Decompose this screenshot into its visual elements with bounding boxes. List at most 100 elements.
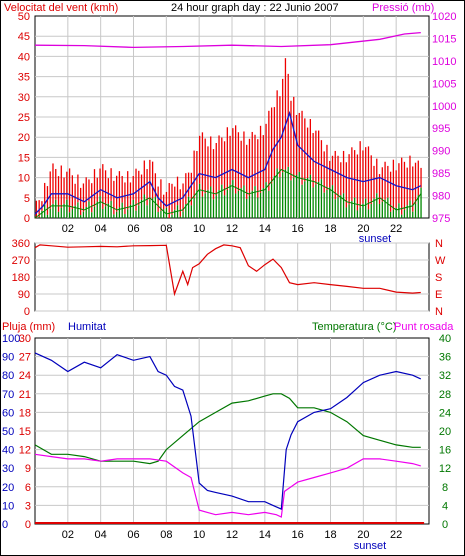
wind-y-tick-0: 0 [24,213,30,225]
temp-x-tick-12: 12 [226,529,238,541]
temp-x-tick-08: 08 [160,529,172,541]
rain-y-tick-12: 12 [19,445,31,457]
temp-x-tick-20: 20 [357,529,369,541]
wind-x-tick-04: 04 [95,223,107,235]
wind-x-tick-02: 02 [62,223,74,235]
temp-y-tick-36: 36 [439,352,451,364]
humidity-y-tick-10: 10 [2,500,14,512]
humidity-y-tick-0: 0 [2,519,8,531]
rain-y-tick-6: 6 [25,482,31,494]
humidity-y-tick-40: 40 [2,445,14,457]
wind-y-tick-35: 35 [18,72,30,84]
temp-x-tick-02: 02 [62,529,74,541]
wind-direction-line [34,244,421,297]
legend-dewpoint: Punt rosada [394,321,454,333]
dir-compass-E-3: E [435,289,442,301]
sunset-label-bottom: sunset [354,540,386,552]
wind-y-tick-15: 15 [18,152,30,164]
wind-y-tick-40: 40 [18,51,30,63]
temp-y-tick-24: 24 [439,407,451,419]
pressure-y-tick-1000: 1000 [432,101,456,113]
temp-y-tick-32: 32 [439,370,451,382]
wind-y-tick-5: 5 [24,193,30,205]
temp-x-tick-10: 10 [193,529,205,541]
temp-y-tick-40: 40 [439,333,451,345]
wind-x-tick-16: 16 [292,223,304,235]
humidity-line [34,352,422,510]
pressure-y-tick-985: 985 [432,168,450,180]
pressure-y-tick-980: 980 [432,191,450,203]
rain-y-tick-3: 3 [25,500,31,512]
wind-y-tick-45: 45 [18,31,30,43]
temp-y-tick-0: 0 [442,519,448,531]
rain-y-tick-27: 27 [19,352,31,364]
dir-y-tick-270: 270 [12,255,30,267]
wind-y-tick-20: 20 [18,132,30,144]
dir-compass-W-1: W [435,255,446,267]
humidity-y-tick-90: 90 [2,352,14,364]
humidity-y-tick-50: 50 [2,426,14,438]
pressure-y-tick-1015: 1015 [432,33,456,45]
wind-x-tick-10: 10 [193,223,205,235]
pressure-y-tick-995: 995 [432,123,450,135]
dir-y-tick-180: 180 [12,272,30,284]
dir-y-tick-90: 90 [18,289,30,301]
pressure-y-tick-975: 975 [432,213,450,225]
temp-y-tick-4: 4 [442,500,448,512]
wind-y-tick-10: 10 [18,173,30,185]
legend-rain: Pluja (mm) [2,321,55,333]
temp-y-tick-8: 8 [442,482,448,494]
wind-x-tick-22: 22 [390,223,402,235]
temp-y-tick-12: 12 [439,463,451,475]
temp-x-tick-06: 06 [127,529,139,541]
humidity-y-tick-80: 80 [2,370,14,382]
wind-speed-title: Velocitat del vent (kmh) [4,2,118,14]
rain-y-tick-15: 15 [19,426,31,438]
temp-y-tick-20: 20 [439,426,451,438]
pressure-y-tick-1020: 1020 [432,11,456,23]
dir-compass-N-0: N [435,238,443,250]
temp-y-tick-16: 16 [439,445,451,457]
rain-y-tick-24: 24 [19,370,31,382]
wind-x-tick-08: 08 [160,223,172,235]
sunset-label-top: sunset [359,233,391,245]
rain-y-tick-21: 21 [19,389,31,401]
dir-compass-S-2: S [435,272,442,284]
pressure-y-tick-1005: 1005 [432,78,456,90]
rain-y-tick-30: 30 [19,333,31,345]
pressure-y-tick-990: 990 [432,146,450,158]
wind-y-tick-30: 30 [18,92,30,104]
wind-x-tick-18: 18 [324,223,336,235]
wind-x-tick-14: 14 [259,223,271,235]
wind-x-tick-12: 12 [226,223,238,235]
wind-low-line [34,168,422,219]
wind-y-tick-50: 50 [18,11,30,23]
temperature-line [34,393,421,465]
wind-y-tick-25: 25 [18,112,30,124]
temp-x-tick-18: 18 [324,529,336,541]
temp-x-tick-04: 04 [95,529,107,541]
wind-average-line [34,110,422,215]
legend-humidity: Humitat [68,321,106,333]
humidity-y-tick-20: 20 [2,482,14,494]
rain-y-tick-18: 18 [19,407,31,419]
wind-x-tick-20: 20 [357,223,369,235]
dir-compass-N-4: N [435,306,443,318]
temp-x-tick-22: 22 [390,529,402,541]
graph-title: 24 hour graph day : 22 Junio 2007 [171,2,339,14]
rain-y-tick-9: 9 [25,463,31,475]
humidity-y-tick-70: 70 [2,389,14,401]
dir-y-tick-360: 360 [12,238,30,250]
dir-y-tick-0: 0 [24,306,30,318]
temp-x-tick-14: 14 [259,529,271,541]
pressure-line [34,31,421,49]
pressure-title: Pressió (mb) [372,2,434,14]
temp-x-tick-16: 16 [292,529,304,541]
temp-y-tick-28: 28 [439,389,451,401]
humidity-y-tick-30: 30 [2,463,14,475]
wind-x-tick-06: 06 [127,223,139,235]
legend-temperature: Temperatura (°C) [312,321,396,333]
humidity-y-tick-100: 100 [2,333,20,345]
dewpoint-line [34,453,421,518]
